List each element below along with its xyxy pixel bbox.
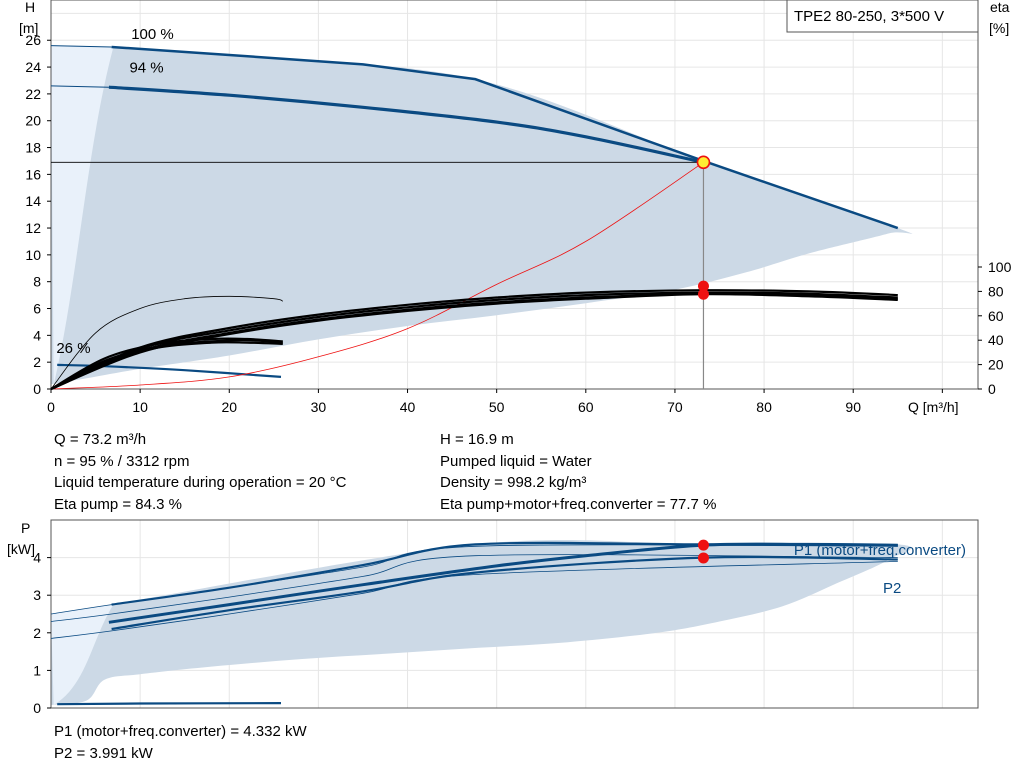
y-tick-label: 8	[33, 274, 41, 290]
power-curve	[108, 542, 898, 624]
x-tick-label: 30	[311, 399, 327, 415]
y-tick-label: 4	[33, 327, 41, 343]
info-head: H = 16.9 m	[440, 431, 514, 448]
x-tick-label: 70	[667, 399, 683, 415]
head-curve-100	[111, 45, 899, 230]
info-speed: n = 95 % / 3312 rpm	[54, 452, 190, 470]
x-tick-label: 60	[578, 399, 594, 415]
x-tick-label: 80	[756, 399, 772, 415]
info-p1: P1 (motor+freq.converter) = 4.332 kW	[54, 723, 307, 740]
y-tick-label: 3	[33, 587, 41, 603]
series-label-p1: P1 (motor+freq.converter)	[794, 542, 966, 559]
duty-point	[696, 155, 711, 170]
x-tick-label: 40	[400, 399, 416, 415]
plot-frame	[50, 0, 979, 390]
power-curve	[111, 555, 898, 631]
x-axis-label: Q [m³/h]	[908, 399, 959, 415]
x-tick-label: 50	[489, 399, 505, 415]
info-p2: P2 = 3.991 kW	[54, 744, 153, 762]
eta-curve	[50, 337, 283, 390]
y-tick-label: 12	[25, 220, 41, 236]
x-tick-label: 20	[221, 399, 237, 415]
eta-duty-point	[697, 280, 709, 292]
y-tick-label: 2	[33, 354, 41, 370]
eta-curve	[50, 289, 898, 390]
y2-tick-label: 20	[988, 357, 1004, 373]
y-tick-label: 4	[33, 550, 41, 566]
info-eta-pump: Eta pump = 84.3 %	[54, 495, 182, 513]
title-box	[786, 0, 979, 33]
y-tick-label: 16	[25, 166, 41, 182]
power-duty-point	[697, 539, 709, 551]
low-flow-area	[51, 604, 114, 705]
curve-label: 94 %	[129, 59, 163, 76]
y-tick-label: 24	[25, 59, 41, 75]
y-tick-label: 14	[25, 193, 41, 209]
x-tick-label: 10	[132, 399, 148, 415]
head-curve-ext	[50, 85, 109, 88]
y-axis-label: H	[25, 0, 35, 15]
x-tick-label: 0	[47, 399, 55, 415]
power-chart: 0 1 2 3 4P [kW] P1 (motor+freq.converter) P2	[7, 519, 979, 716]
info-liquid: Pumped liquid = Water	[440, 452, 592, 470]
power-curve	[50, 554, 898, 622]
y-axis-unit: [kW]	[7, 541, 35, 557]
y2-axis-unit: [%]	[989, 20, 1009, 36]
y2-tick-label: 80	[988, 283, 1004, 299]
eta-duty-point	[697, 288, 709, 300]
y-axis-label: P	[21, 520, 30, 536]
curve-label: 26 %	[56, 340, 90, 357]
y2-axis-label: eta	[990, 0, 1010, 15]
y-tick-label: 18	[25, 140, 41, 156]
head-curve	[108, 85, 704, 164]
y-tick-label: 6	[33, 301, 41, 317]
system-curve	[50, 161, 704, 390]
curve-label: 100 %	[131, 26, 174, 43]
info-eta-total: Eta pump+motor+freq.converter = 77.7 %	[440, 495, 717, 513]
eta-curve	[50, 341, 283, 390]
y2-tick-label: 0	[988, 381, 996, 397]
power-curve	[50, 544, 898, 615]
info-temperature: Liquid temperature during operation = 20…	[54, 474, 347, 491]
y-tick-label: 10	[25, 247, 41, 263]
info-density: Density = 998.2 kg/m³	[440, 474, 587, 491]
info-left: Q = 73.2 m³/h n = 95 % / 3312 rpm Liquid…	[54, 429, 346, 515]
eta-curve	[50, 291, 898, 391]
operating-area	[51, 45, 913, 385]
power-duty-point	[697, 552, 709, 564]
y-tick-label: 1	[33, 662, 41, 678]
info-power: P1 (motor+freq.converter) = 4.332 kW P2 …	[54, 721, 307, 764]
chart-title: TPE2 80-250, 3*500 V	[794, 8, 944, 25]
eta-curve	[50, 295, 283, 390]
head-curve-ext	[50, 45, 112, 48]
y-axis-unit: [m]	[19, 20, 38, 36]
y-tick-label: 26	[25, 32, 41, 48]
y-tick-label: 0	[33, 381, 41, 397]
info-right: H = 16.9 m Pumped liquid = Water Density…	[440, 429, 716, 515]
y2-tick-label: 60	[988, 308, 1004, 324]
y-tick-label: 22	[25, 86, 41, 102]
y2-tick-label: 100	[988, 259, 1012, 275]
power-curve	[57, 702, 282, 706]
power-curve	[50, 561, 898, 639]
low-flow-area	[51, 45, 114, 385]
y-tick-label: 20	[25, 113, 41, 129]
y-tick-label: 2	[33, 625, 41, 641]
info-flow: Q = 73.2 m³/h	[54, 431, 147, 448]
x-tick-label: 90	[845, 399, 861, 415]
series-label-p2: P2	[883, 580, 901, 597]
y-tick-label: 0	[33, 700, 41, 716]
y2-tick-label: 40	[988, 332, 1004, 348]
